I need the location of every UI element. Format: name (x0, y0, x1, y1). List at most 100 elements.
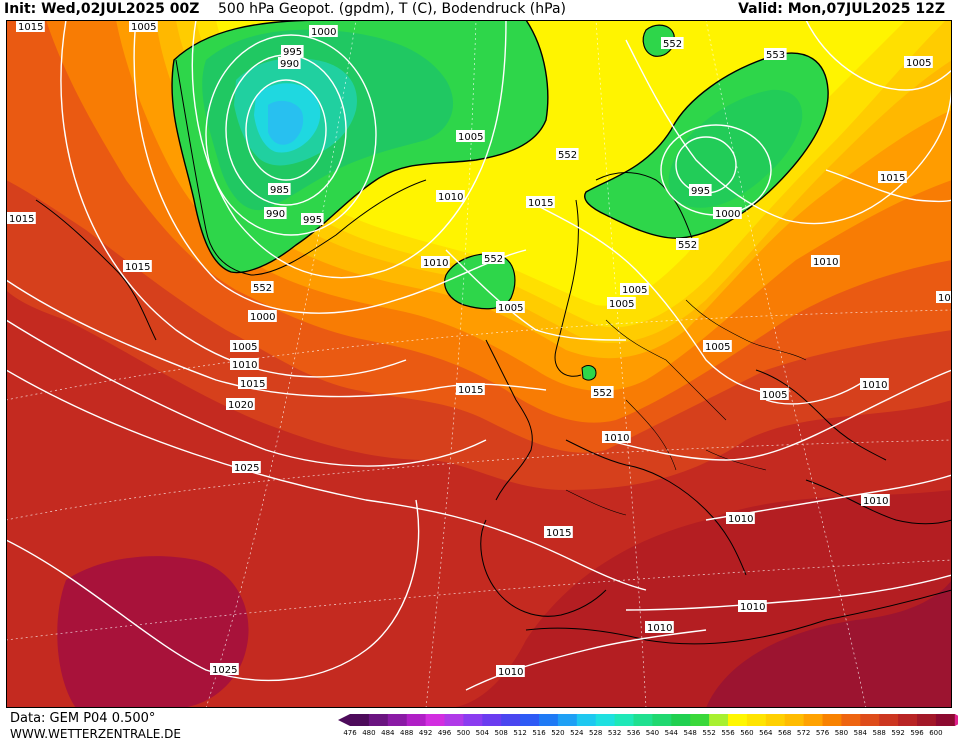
colorbar-cell (822, 714, 842, 726)
colorbar-tick-label: 488 (400, 729, 414, 737)
colorbar-tick-label: 504 (475, 729, 489, 737)
colorbar-tick-label: 548 (683, 729, 697, 737)
isobar-label-text: 1010 (740, 602, 765, 613)
isobar-label-text: 1010 (604, 433, 629, 444)
colorbar-tick-label: 588 (872, 729, 886, 737)
isobar-label-text: 1005 (609, 299, 634, 310)
isobar-label-text: 1000 (715, 209, 740, 220)
isobar-label-text: 995 (691, 186, 710, 197)
isobar-label: 1005 (496, 301, 525, 314)
isobar-label-text: 1025 (212, 665, 237, 676)
isobar-label: 1015 (16, 20, 45, 33)
colorbar-high-arrow (954, 714, 958, 726)
colorbar-cell (482, 714, 502, 726)
colorbar-tick-label: 576 (815, 729, 830, 737)
isobar-label: 1000 (713, 207, 742, 220)
isobar-label-text: 552 (484, 254, 503, 265)
colorbar-tick-label: 580 (834, 729, 849, 737)
colorbar-tick-label: 536 (626, 729, 641, 737)
init-time: Init: Wed,02JUL2025 00Z (4, 1, 200, 17)
isobar-label-text: 1010 (498, 667, 523, 678)
colorbar-cell (841, 714, 861, 726)
colorbar-tick-label: 564 (759, 729, 773, 737)
colorbar-cell (917, 714, 937, 726)
isobar-label: 1015 (7, 212, 36, 225)
isobar-label: 101 (936, 291, 952, 304)
isobar-label-text: 552 (593, 388, 612, 399)
isobar-label-text: 1015 (125, 262, 150, 273)
isobar-label: 990 (264, 207, 287, 220)
isobar-label-text: 1010 (423, 258, 448, 269)
isobar-label-text: 552 (663, 39, 682, 50)
borders (565, 299, 807, 516)
isobar-label-text: 1005 (458, 132, 483, 143)
colorbar-cell (709, 714, 729, 726)
isobar-label: 995 (689, 184, 712, 197)
isobar-label-text: 1005 (622, 285, 647, 296)
isobars (6, 20, 952, 691)
isobar-label-text: 1015 (9, 214, 34, 225)
colorbar-tick-label: 480 (362, 729, 376, 737)
lat-lon-grid (6, 20, 952, 708)
isobar-label-text: 552 (253, 283, 272, 294)
isobar-label: 1010 (496, 665, 525, 678)
isobar-label-text: 1000 (311, 27, 336, 38)
colorbar-tick-label: 496 (437, 729, 452, 737)
data-source: Data: GEM P04 0.500° (10, 711, 156, 726)
isobar-label: 1005 (620, 283, 649, 296)
isobar-label: 1010 (645, 621, 674, 634)
colorbar-cell (784, 714, 805, 726)
colorbar-cell (520, 714, 540, 726)
colorbar-cell (387, 714, 408, 726)
isobar-label-text: 1015 (18, 22, 43, 33)
colorbar-tick-label: 484 (381, 729, 395, 737)
colorbar-tick-label: 476 (343, 729, 357, 737)
colorbar-tick-label: 516 (532, 729, 546, 737)
isobar-label: 552 (251, 281, 274, 294)
colorbar-tick-label: 528 (589, 729, 603, 737)
isobar-label-text: 985 (270, 185, 289, 196)
colorbar-low-arrow (338, 714, 350, 726)
isobar-label-text: 1015 (458, 385, 483, 396)
weather-map: 1000995990985990995552100555210101015552… (6, 20, 952, 708)
colorbar-cell (444, 714, 464, 726)
isobar-label-text: 1010 (862, 380, 887, 391)
isobar-label: 1005 (230, 340, 259, 353)
colorbar-cell (406, 714, 427, 726)
colorbar-cell (576, 714, 597, 726)
low-greenland-core (268, 100, 304, 145)
isobar-label-text: 1015 (240, 379, 265, 390)
colorbar-ticks: 476 480 484 488 492 496 500 504 508 512 516 520 524 5… (341, 729, 953, 739)
isobar-label: 552 (482, 252, 505, 265)
isobar-label-text: 995 (283, 47, 302, 58)
isobar-label-text: 552 (678, 240, 697, 251)
isobar-label-text: 1010 (438, 192, 463, 203)
isobar-label-text: 995 (303, 215, 322, 226)
isobar-label: 1015 (526, 196, 555, 209)
colorbar-cell (539, 714, 559, 726)
isobar-label: 1015 (878, 171, 907, 184)
colorbar-cell (879, 714, 899, 726)
colorbar-cell (898, 714, 918, 726)
isobar-label: 1005 (607, 297, 636, 310)
colorbar-cell (860, 714, 880, 726)
colorbar-cell (368, 714, 389, 726)
isobar-label-text: 1015 (546, 528, 571, 539)
colorbar-tick-label: 552 (702, 729, 716, 737)
colorbar-tick-label: 520 (551, 729, 565, 737)
colorbar-tick-label: 600 (929, 729, 943, 737)
isobar-label: 1015 (123, 260, 152, 273)
isobar-label-text: 1010 (863, 496, 888, 507)
low-north-sea-552 (444, 253, 516, 310)
isobar-label: 1015 (544, 526, 573, 539)
isobar-label-text: 1015 (528, 198, 553, 209)
isobar-label-text: 1005 (232, 342, 257, 353)
isobar-label: 1015 (456, 383, 485, 396)
colorbar-cell (765, 714, 786, 726)
colorbar-tick-label: 584 (853, 729, 867, 737)
colorbar-cell (557, 714, 578, 726)
colorbar-tick-label: 500 (456, 729, 471, 737)
colorbar-cell (935, 714, 956, 726)
colorbar-cell (728, 714, 748, 726)
isobar-label: 1010 (421, 256, 450, 269)
